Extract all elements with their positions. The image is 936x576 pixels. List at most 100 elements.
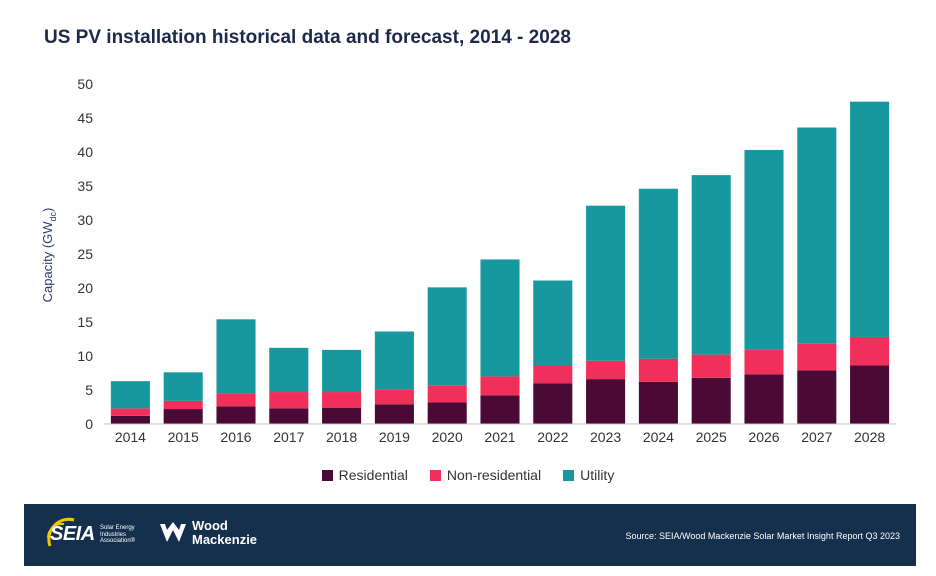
wood-mackenzie-line2: Mackenzie xyxy=(192,532,258,547)
legend-item-non-residential: Non-residential xyxy=(429,467,542,483)
bar-non-residential-2024 xyxy=(638,358,678,382)
bar-utility-2017 xyxy=(269,347,309,393)
bar-utility-2015 xyxy=(163,372,203,401)
bar-stack-2014 xyxy=(110,381,150,424)
bar-residential-2014 xyxy=(110,415,150,424)
y-tick-label: 30 xyxy=(77,212,93,228)
y-tick-label: 5 xyxy=(85,382,93,398)
footer-bar: SEIA Solar Energy Industries Association… xyxy=(24,504,916,566)
bar-residential-2016 xyxy=(216,406,256,424)
x-tick-label: 2023 xyxy=(590,429,621,445)
bar-utility-2025 xyxy=(691,175,731,355)
legend-item-utility: Utility xyxy=(563,467,614,483)
x-tick-label: 2027 xyxy=(801,429,832,445)
bar-residential-2023 xyxy=(586,379,626,424)
legend-item-residential: Residential xyxy=(321,467,408,483)
x-tick-label: 2019 xyxy=(379,429,410,445)
bar-residential-2019 xyxy=(374,404,414,424)
bar-residential-2025 xyxy=(691,377,731,424)
chart-title: US PV installation historical data and f… xyxy=(44,27,571,48)
x-tick-label: 2028 xyxy=(854,429,885,445)
bar-utility-2027 xyxy=(797,127,837,344)
bar-stack-2020 xyxy=(427,287,467,424)
bar-non-residential-2014 xyxy=(110,408,150,416)
seia-logo-mark: SEIA xyxy=(44,516,95,554)
bar-non-residential-2015 xyxy=(163,400,203,410)
y-tick-label: 15 xyxy=(77,314,93,330)
bar-utility-2023 xyxy=(586,205,626,361)
x-tick-label: 2018 xyxy=(326,429,357,445)
x-tick-label: 2024 xyxy=(643,429,674,445)
seia-logo: SEIA Solar Energy Industries Association… xyxy=(44,515,160,555)
bar-residential-2028 xyxy=(850,365,890,424)
bar-non-residential-2019 xyxy=(374,389,414,405)
bar-stack-2024 xyxy=(638,188,678,424)
bar-residential-2024 xyxy=(638,381,678,424)
legend-label-utility: Utility xyxy=(580,467,615,483)
bar-stacks xyxy=(110,101,890,424)
bar-utility-2026 xyxy=(744,149,784,350)
x-tick-label: 2021 xyxy=(484,429,515,445)
bar-non-residential-2026 xyxy=(744,349,784,375)
bar-non-residential-2021 xyxy=(480,376,520,396)
x-tick-label: 2026 xyxy=(748,429,779,445)
y-tick-label: 40 xyxy=(77,144,93,160)
legend-label-non-residential: Non-residential xyxy=(446,467,542,483)
x-tick-label: 2025 xyxy=(696,429,727,445)
bar-stack-2027 xyxy=(797,127,837,424)
bar-residential-2022 xyxy=(533,383,573,424)
source-note: Source: SEIA/Wood Mackenzie Solar Market… xyxy=(625,531,900,541)
bar-utility-2022 xyxy=(533,280,573,366)
bar-utility-2018 xyxy=(322,349,362,393)
legend-swatch-utility xyxy=(563,469,575,481)
bar-utility-2021 xyxy=(480,259,520,377)
bar-non-residential-2016 xyxy=(216,393,256,407)
bar-residential-2017 xyxy=(269,408,309,424)
bar-non-residential-2027 xyxy=(797,343,837,371)
y-tick-label: 50 xyxy=(77,76,93,92)
bar-utility-2016 xyxy=(216,319,256,394)
y-tick-label: 0 xyxy=(85,416,93,432)
bar-residential-2021 xyxy=(480,395,520,424)
bar-utility-2028 xyxy=(850,101,890,337)
wood-mackenzie-line1: Wood xyxy=(192,518,228,533)
wood-mackenzie-mark-icon xyxy=(160,522,186,542)
y-tick-label: 20 xyxy=(77,280,93,296)
y-tick-label: 25 xyxy=(77,246,93,262)
x-tick-label: 2014 xyxy=(115,429,146,445)
x-axis: 2014 2015 2016 2017 2018 2019 2020 2021 2022 2023… xyxy=(104,423,896,445)
wood-mackenzie-logo: Wood Mackenzie xyxy=(160,519,257,547)
bar-residential-2026 xyxy=(744,374,784,424)
bar-non-residential-2023 xyxy=(586,360,626,380)
bar-non-residential-2017 xyxy=(269,392,309,409)
legend-label-residential: Residential xyxy=(338,467,408,483)
bar-stack-2021 xyxy=(480,259,520,424)
x-tick-label: 2022 xyxy=(537,429,568,445)
bar-residential-2015 xyxy=(163,409,203,424)
bar-stack-2028 xyxy=(850,101,890,424)
legend-swatch-non-residential xyxy=(429,469,441,481)
bar-stack-2022 xyxy=(533,280,573,424)
y-axis: 0 5 10 15 20 25 30 35 40 45 50 xyxy=(77,76,93,432)
x-tick-label: 2015 xyxy=(168,429,199,445)
bar-non-residential-2028 xyxy=(850,336,890,366)
y-axis-label: Capacity (GWdc) xyxy=(40,208,58,303)
seia-logo-text: SEIA xyxy=(50,523,95,545)
bar-non-residential-2025 xyxy=(691,354,731,378)
bar-stack-2015 xyxy=(163,372,203,424)
legend-swatch-residential xyxy=(321,469,333,481)
bar-stack-2018 xyxy=(322,349,362,424)
bar-stack-2019 xyxy=(374,331,414,424)
bar-stack-2023 xyxy=(586,205,626,424)
x-tick-label: 2017 xyxy=(273,429,304,445)
bar-stack-2026 xyxy=(744,149,784,424)
bar-utility-2014 xyxy=(110,381,150,409)
bar-stack-2017 xyxy=(269,347,309,424)
x-tick-label: 2016 xyxy=(220,429,251,445)
y-tick-label: 10 xyxy=(77,348,93,364)
bar-utility-2024 xyxy=(638,188,678,359)
bar-non-residential-2020 xyxy=(427,385,467,403)
bar-non-residential-2018 xyxy=(322,392,362,408)
bar-non-residential-2022 xyxy=(533,365,573,384)
